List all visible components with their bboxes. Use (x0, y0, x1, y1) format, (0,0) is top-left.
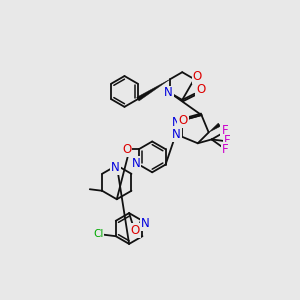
Text: N: N (172, 116, 181, 129)
Text: O: O (122, 143, 131, 156)
Text: N: N (131, 157, 140, 169)
Text: F: F (221, 124, 228, 137)
Text: N: N (164, 86, 173, 100)
Text: Cl: Cl (93, 229, 103, 239)
Text: N: N (172, 128, 181, 141)
Text: F: F (224, 134, 230, 148)
Text: N: N (111, 161, 120, 174)
Text: O: O (196, 83, 205, 96)
Polygon shape (137, 79, 170, 101)
Text: F: F (222, 143, 229, 156)
Text: O: O (193, 70, 202, 83)
Text: O: O (178, 114, 188, 127)
Polygon shape (209, 123, 220, 132)
Text: O: O (130, 224, 140, 237)
Text: N: N (141, 217, 150, 230)
